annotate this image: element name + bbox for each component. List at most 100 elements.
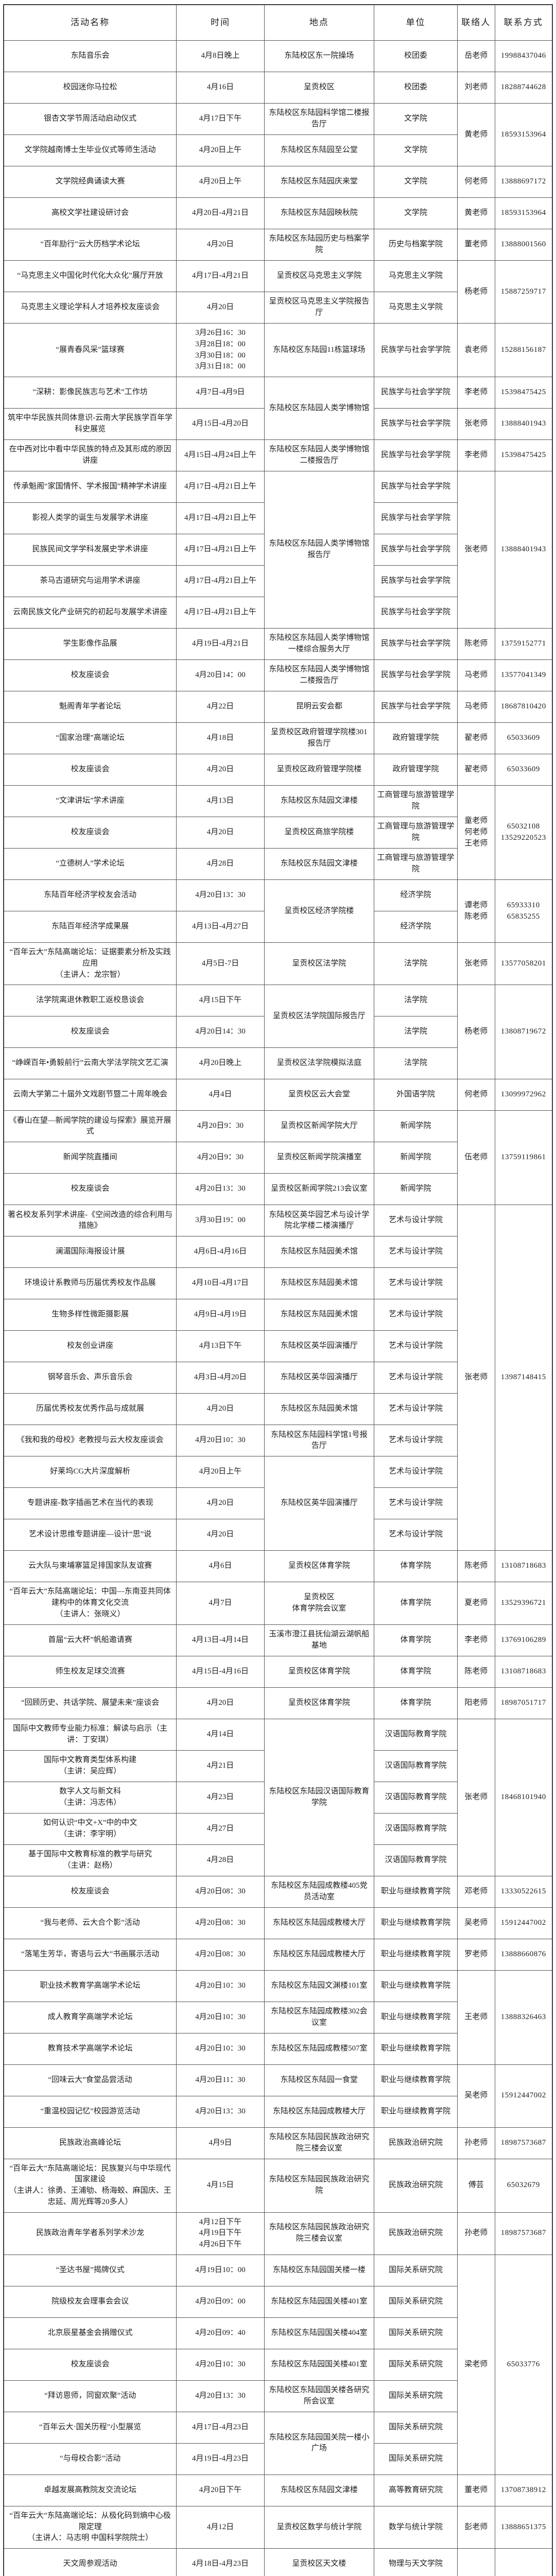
contact-person-cell: 马老师 [457,691,495,723]
activity-name-cell: 银杏文学节周活动启动仪式 [3,103,177,135]
time-cell: 4月9日 [176,2127,265,2159]
time-cell: 4月27日 [176,1812,265,1845]
table-row: 影视人类学的诞生与发展学术讲座 4月17日-4月21日上午 民族学与社会学学院 [3,502,552,534]
phone-cell: 18468101940 [494,1718,553,1876]
contact-person-cell: 陈老师 [457,1550,495,1583]
activity-name-cell: “我与老师、云大合个影”活动 [3,1907,177,1939]
activity-name-cell: “百年励行”云大历档学术论坛 [3,229,177,261]
unit-cell: 汉语国际教育学院 [374,1844,458,1876]
unit-cell: 法学院 [374,942,458,986]
header-contact-info: 联系方式 [494,4,553,41]
activity-name-cell: 筑牢中华民族共同体意识-云南大学民族学百年学科史展览 [3,408,177,440]
unit-cell: 民族学与社会学学院 [374,471,458,503]
location-cell: 东陆校区东陆园文津楼 [264,2474,375,2506]
location-cell: 东陆校区英华园演播厅 [264,1362,375,1394]
activity-name-cell: “百年云大”东陆高端论坛：民族复兴与中华现代国家建设 （主讲人：徐勇、王浦劬、杨… [3,2158,177,2213]
phone-cell: 13330522615 [494,1875,553,1908]
contact-person-cell: 王老师 [457,1970,495,2065]
table-row: 职业技术教育学高端学术论坛 4月20日10：30 东陆校区东陆园文渊楼101室 职业与… [3,1970,553,2065]
unit-cell: 民族学与社会学学院 [374,323,458,377]
activity-name-cell: 卓越发展高教院友交流论坛 [3,2474,177,2506]
unit-cell: 艺术与设计学院 [374,1425,458,1457]
time-cell: 4月20日 [176,1487,265,1520]
unit-cell: 政府管理学院 [374,754,458,786]
time-cell: 4月20日11：30 [176,2064,265,2096]
phone-cell: 13708738912 [494,2474,553,2506]
location-cell: 东陆校区东陆园11栋篮球场 [264,323,375,377]
activity-name-cell: 教育技术学高端学术论坛 [3,2032,177,2065]
unit-cell: 艺术与设计学院 [374,1393,458,1426]
activity-name-cell: 好莱坞CG大片深度解析 [3,1456,177,1488]
activity-name-cell: 校友创业讲座 [3,1330,177,1363]
table-row: 高校文学社建设研讨会 4月20日-4月21日 东陆校区东陆园映秋院 文学院 黄老师 185… [3,197,553,229]
unit-cell: 国际关系研究院 [374,2285,458,2318]
activity-name-cell: “展青春风采”篮球赛 [3,323,177,377]
time-cell: 4月20日10：30 [176,2348,265,2381]
phone-cell: 13577058201 [494,942,553,986]
activity-name-cell: 民族民间文学学科发展史学术讲座 [3,534,177,566]
time-cell: 4月20日 [176,1393,265,1426]
location-cell: 呈贡校区 [264,72,375,104]
time-cell: 4月28日 [176,1844,265,1876]
table-header: 活动名称 时间 地点 单位 联络人 联系方式 [3,4,553,41]
time-cell: 4月20日13：30 [176,1173,265,1206]
time-cell: 4月12日 [176,2505,265,2549]
location-cell: 东陆校区东陆园成教楼302会议室 [264,2001,375,2033]
phone-cell: 18288744628 [494,72,553,104]
unit-cell: 马克思主义学院 [374,292,458,324]
table-row: 民族政治高峰论坛 4月9日 东陆校区东陆园民族政治研究院三楼会议室 民族政治研究院 孙老… [3,2127,553,2159]
phone-cell: 18593153964 [494,197,553,229]
table-row: 专题讲座-数字插画艺术在当代的表现 4月20日 艺术与设计学院 [3,1487,552,1520]
phone-cell: 13769106289 [494,1624,553,1656]
table-row: 校友创业讲座 4月13日下午 东陆校区英华园演播厅 艺术与设计学院 [3,1330,552,1363]
time-cell: 4月20日 [176,1687,265,1719]
location-cell: 东陆校区东陆园文渊楼101室 [264,1970,375,2002]
location-cell: 东陆校区东陆园人类学博物馆报告厅 [264,471,375,629]
activity-name-cell: “拜访恩师，同窗欢聚”活动 [3,2380,177,2412]
unit-cell: 工商管理与旅游管理学院 [374,848,458,880]
table-row: 校友座谈会 4月20日13：30 呈贡校区新闻学院213会议室 新闻学院 [3,1173,552,1206]
contact-person-cell: 张老师 [457,1205,495,1551]
time-cell: 4月7日 [176,1582,265,1625]
table-row: 魁阁青年学者论坛 4月22日 昆明云安会都 民族学与社会学学院 马老师 186878104… [3,691,553,723]
unit-cell: 艺术与设计学院 [374,1362,458,1394]
phone-cell: 13888401943 [494,471,553,629]
unit-cell: 经济学院 [374,879,458,911]
activity-name-cell: 影视人类学的诞生与发展学术讲座 [3,502,177,534]
location-cell: 呈贡校区法学院模拟法庭 [264,1047,375,1080]
time-cell: 4月15日-4月20日 [176,408,265,440]
activity-name-cell: 著名校友系列学术讲座-《空间改造的综合利用与措施》 [3,1205,177,1237]
table-row: “百年云大·国关历程”小型展览 4月17日-4月23日 东陆校区东陆园国关院一楼小广… [3,2411,552,2475]
location-cell: 呈贡校区天文楼 [264,2548,375,2576]
table-row: 艺术设计思维专题讲座—设计“思”说 4月20日 艺术与设计学院 [3,1519,552,1551]
time-cell: 4月14日 [176,1718,265,1751]
activity-name-cell: 生物多样性微距摄影展 [3,1299,177,1331]
unit-cell: 职业与继续教育学院 [374,2001,458,2033]
location-cell: 东陆校区东陆园成教楼大厅 [264,1938,375,1971]
contact-person-cell: 张老师 [457,471,495,629]
unit-cell: 马克思主义学院 [374,260,458,292]
table-row: 在中西对比中看中华民族的特点及其形成的原因讲座 4月15日-4月24日上午 东陆校区… [3,439,553,471]
location-cell: 呈贡校区经济学院楼 [264,879,375,943]
location-cell: 呈贡校区商旅学院楼 [264,817,375,849]
phone-cell: 13888651375 [494,2505,553,2549]
location-cell: 呈贡校区马克思主义学院报告厅 [264,292,375,324]
activity-name-cell: 校友座谈会 [3,1875,177,1908]
phone-cell: 18687810420 [494,691,553,723]
location-cell: 东陆校区英华园艺术与设计学院北学楼二楼演播厅 [264,1205,375,1237]
time-cell: 4月20日09：00 [176,2285,265,2318]
time-cell: 4月8日晚上 [176,40,265,72]
time-cell: 4月20日上午 [176,134,265,166]
phone-cell: 15398475425 [494,439,553,471]
table-row: 文学院越南博士生毕业仪式等师生活动 4月20日上午 东陆校区东陆园至公堂 文学院 [3,134,552,166]
time-cell: 4月20日下午 [176,2474,265,2506]
contact-person-cell: 谭老师 陈老师 [457,879,495,943]
unit-cell: 职业与继续教育学院 [374,1907,458,1939]
activity-name-cell: 专题讲座-数字插画艺术在当代的表现 [3,1487,177,1520]
time-cell: 4月20日10：30 [176,1425,265,1457]
table-row: 国际中文教育类型体系构建 （主讲：吴应辉） 4月21日 汉语国际教育学院 [3,1750,552,1782]
activity-name-cell: “圣达书屋”揭牌仪式 [3,2254,177,2286]
unit-cell: 新闻学院 [374,1110,458,1143]
contact-person-cell: 孙老师 [457,2212,495,2255]
table-row: 学生影像作品展 4月19日-4月21日 东陆校区东陆园人类学博物馆一楼综合服务大厅民… [3,628,553,660]
